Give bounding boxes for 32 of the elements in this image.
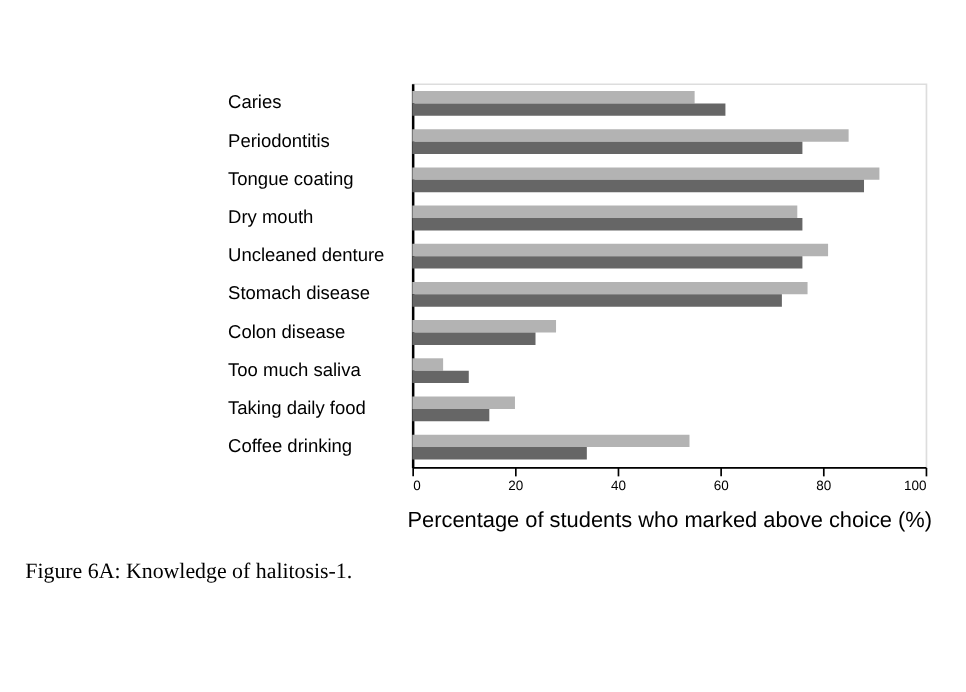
bar xyxy=(412,370,469,384)
bar xyxy=(412,408,490,422)
y-tick-label: Coffee drinking xyxy=(228,436,353,457)
x-axis-title: Percentage of students who marked above choice (%) xyxy=(407,508,933,533)
bar xyxy=(412,205,798,218)
bar xyxy=(412,91,695,104)
y-tick-label: Tongue coating xyxy=(228,168,354,189)
bar xyxy=(412,141,803,155)
bar xyxy=(412,281,808,295)
bar xyxy=(412,358,444,371)
bar xyxy=(412,256,803,269)
bar xyxy=(412,129,849,142)
bar xyxy=(412,396,515,409)
y-tick-label: Colon disease xyxy=(228,321,346,342)
bar xyxy=(412,217,803,231)
bar xyxy=(412,243,829,257)
y-tick-label: Stomach disease xyxy=(228,283,370,304)
bar xyxy=(412,167,880,180)
y-tick-label: Periodontitis xyxy=(228,130,331,151)
y-tick-label: Taking daily food xyxy=(228,397,366,418)
bar xyxy=(412,294,782,307)
y-tick-label: Dry mouth xyxy=(228,207,314,228)
text: Figure 6A: Knowledge of halitosis-1. xyxy=(25,560,353,585)
y-tick-label: Too much saliva xyxy=(228,359,363,380)
y-tick-label: Caries xyxy=(228,92,283,113)
bar xyxy=(412,320,557,333)
y-tick-label: Uncleaned denture xyxy=(228,245,385,266)
bar xyxy=(412,434,690,448)
bar xyxy=(412,103,726,116)
bar xyxy=(412,447,587,460)
bar xyxy=(412,179,865,193)
bar xyxy=(412,332,536,345)
